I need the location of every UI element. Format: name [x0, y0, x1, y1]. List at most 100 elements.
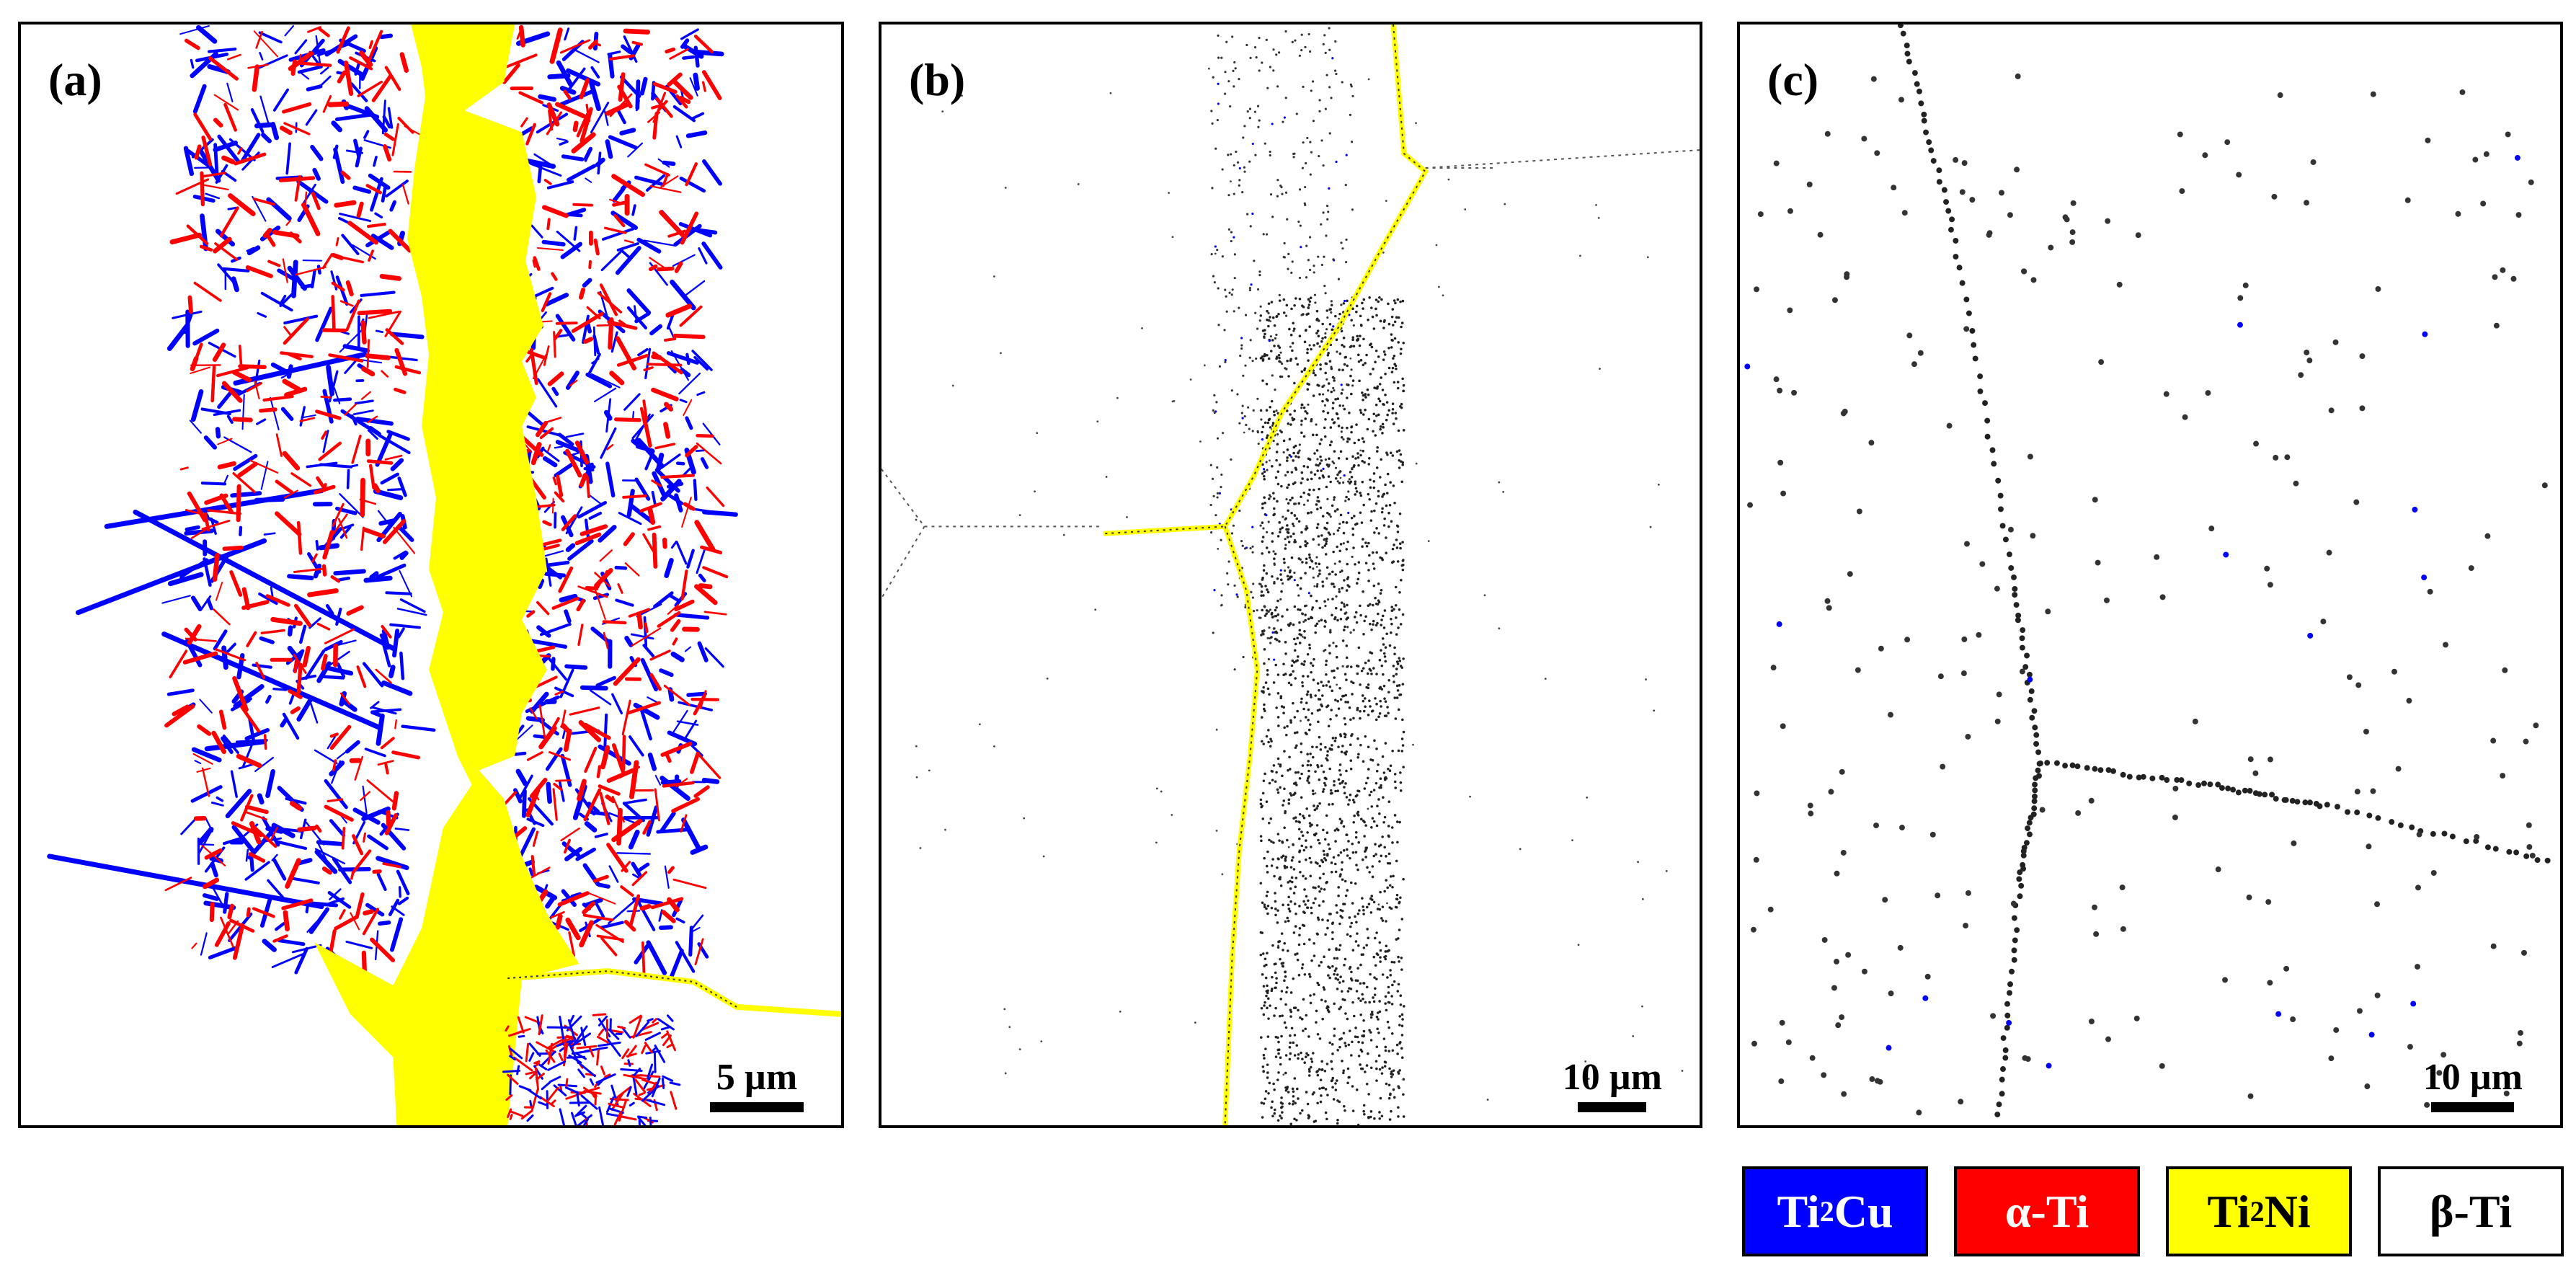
precipitate-dot: [1383, 517, 1386, 520]
precipitate-dot: [1392, 560, 1395, 563]
precipitate-dot: [1361, 391, 1364, 394]
precipitate-dot: [2172, 785, 2179, 791]
alpha-ti-needle: [288, 50, 314, 71]
precipitate-dot: [1126, 515, 1128, 518]
precipitate-dot: [1268, 417, 1271, 421]
precipitate-dot: [1352, 717, 1355, 720]
precipitate-dot: [1377, 1032, 1380, 1034]
precipitate-dot: [1232, 69, 1235, 72]
precipitate-dot: [1326, 497, 1329, 500]
boundary-dot: [2136, 774, 2142, 781]
precipitate-dot: [1343, 603, 1346, 606]
alpha-ti-needle: [339, 909, 346, 920]
precipitate-dot: [1382, 426, 1385, 429]
boundary-dot: [1995, 477, 2002, 484]
precipitate-dot: [1362, 1029, 1366, 1033]
precipitate-dot: [1325, 831, 1329, 835]
alpha-ti-needle: [654, 443, 676, 450]
precipitate-dot: [1398, 693, 1401, 696]
alpha-ti-needle: [289, 801, 302, 811]
alpha-ti-needle: [649, 649, 671, 661]
precipitate-dot: [1318, 543, 1320, 546]
precipitate-dot: [1296, 363, 1300, 366]
precipitate-dot: [1392, 422, 1395, 425]
precipitate-dot: [1230, 180, 1232, 183]
precipitate-dot: [1365, 944, 1368, 947]
ti2cu-needle: [259, 95, 270, 125]
precipitate-dot: [1248, 288, 1252, 292]
precipitate-dot: [1335, 73, 1338, 76]
precipitate-dot: [1387, 366, 1391, 370]
alpha-ti-needle: [561, 514, 577, 531]
precipitate-dot: [1301, 963, 1305, 966]
precipitate-dot: [1315, 824, 1319, 827]
phase-map-c: [1744, 25, 2551, 1118]
alpha-ti-needle: [375, 668, 392, 684]
precipitate-dot: [1544, 678, 1547, 680]
precipitate-dot: [1287, 895, 1290, 899]
precipitate-dot: [1259, 798, 1263, 802]
precipitate-dot: [1336, 1099, 1339, 1102]
precipitate-dot: [1315, 1009, 1318, 1013]
precipitate-dot: [2224, 139, 2231, 146]
precipitate-dot: [1290, 556, 1294, 559]
precipitate-dot: [1355, 304, 1359, 308]
precipitate-dot: [1292, 459, 1294, 462]
precipitate-dot: [1254, 154, 1257, 156]
precipitate-dot: [1265, 963, 1268, 967]
ti2cu-needle: [626, 288, 652, 315]
precipitate-dot: [1341, 665, 1344, 668]
precipitate-dot: [1334, 1082, 1337, 1085]
precipitate-dot: [1349, 345, 1351, 349]
precipitate-dot: [1349, 665, 1353, 668]
alpha-ti-needle: [247, 63, 269, 69]
precipitate-dot: [1387, 991, 1390, 994]
alpha-ti-needle: [270, 826, 278, 841]
precipitate-dot: [1861, 136, 1867, 142]
precipitate-dot: [1259, 409, 1263, 412]
alpha-ti-needle: [666, 1043, 673, 1049]
ti2cu-needle: [629, 735, 644, 757]
precipitate-dot: [2416, 831, 2422, 838]
ti2cu-needle: [646, 1099, 666, 1107]
alpha-ti-needle: [384, 66, 401, 92]
precipitate-dot: [1276, 716, 1280, 719]
alpha-ti-needle: [584, 746, 598, 773]
precipitate-dot: [1831, 297, 1838, 303]
alpha-ti-needle: [307, 588, 339, 598]
precipitate-dot: [1378, 296, 1381, 299]
alpha-ti-needle: [548, 109, 554, 131]
precipitate-dot: [1391, 983, 1394, 987]
alpha-ti-needle: [552, 788, 558, 821]
precipitate-dot: [1398, 458, 1401, 462]
precipitate-dot: [1171, 400, 1174, 403]
scale-bar-c: 10 µm: [2423, 1059, 2523, 1112]
precipitate-dot: [1263, 772, 1266, 776]
precipitate-dot: [1214, 514, 1217, 517]
precipitate-dot: [1276, 599, 1279, 603]
precipitate-dot: [1316, 329, 1320, 332]
precipitate-dot: [1351, 555, 1354, 559]
precipitate-dot: [1343, 722, 1347, 726]
precipitate-dot: [1386, 1020, 1390, 1024]
precipitate-dot: [1263, 332, 1266, 336]
precipitate-dot: [1307, 303, 1311, 306]
boundary-dot: [2019, 644, 2025, 651]
precipitate-dot: [1362, 449, 1364, 453]
precipitate-dot: [1298, 905, 1301, 908]
precipitate-dot: [1336, 683, 1338, 686]
precipitate-dot: [1396, 1052, 1399, 1055]
precipitate-dot: [1266, 687, 1270, 691]
precipitate-dot: [1367, 541, 1370, 545]
precipitate-dot: [1385, 536, 1387, 539]
precipitate-dot: [1318, 778, 1321, 781]
ti2cu-needle: [672, 254, 696, 267]
precipitate-dot: [1322, 900, 1325, 903]
precipitate-dot: [1340, 392, 1343, 395]
precipitate-dot: [1290, 511, 1293, 515]
alpha-ti-needle: [169, 649, 188, 679]
precipitate-dot: [1313, 271, 1315, 274]
precipitate-dot: [1282, 311, 1286, 314]
boundary-dot: [2033, 775, 2039, 781]
precipitate-dot: [1304, 1027, 1307, 1031]
